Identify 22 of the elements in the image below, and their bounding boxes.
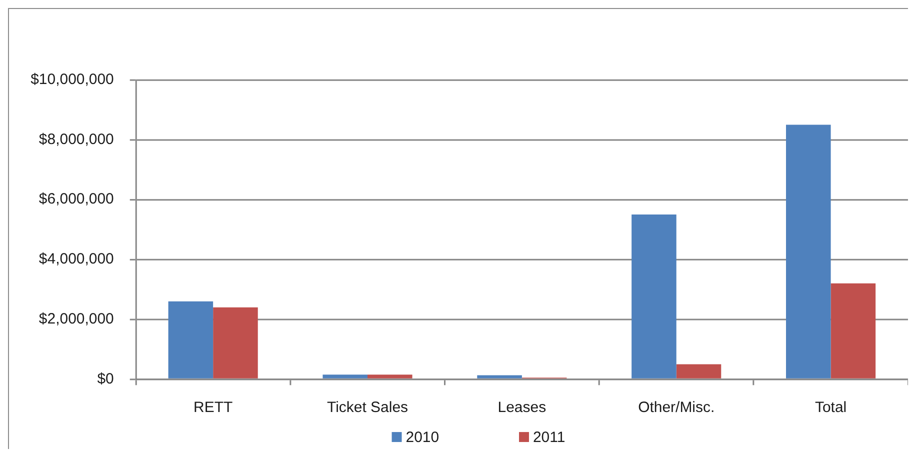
bar xyxy=(168,301,214,378)
bar xyxy=(632,214,676,378)
y-tick-label: $8,000,000 xyxy=(38,130,114,148)
x-tick-label: Other/Misc. xyxy=(638,399,715,416)
x-tick-label: Ticket Sales xyxy=(326,399,408,416)
legend-label: 2011 xyxy=(532,429,566,446)
x-tick-label: RETT xyxy=(194,399,233,416)
bar xyxy=(368,374,412,378)
y-tick-label: $4,000,000 xyxy=(38,250,114,268)
bar xyxy=(786,124,831,378)
y-tick-label: $6,000,000 xyxy=(38,190,114,208)
x-tick-label: Total xyxy=(814,399,847,416)
y-tick-label: $2,000,000 xyxy=(38,310,114,328)
y-tick-label: $10,000,000 xyxy=(30,70,114,88)
bar xyxy=(676,364,722,378)
x-tick-label: Leases xyxy=(498,399,546,416)
bar xyxy=(830,283,876,378)
bar xyxy=(213,307,258,378)
y-tick-label: $0 xyxy=(97,370,114,388)
bar xyxy=(322,374,368,378)
bar xyxy=(477,375,522,378)
legend-label: 2010 xyxy=(406,429,440,446)
